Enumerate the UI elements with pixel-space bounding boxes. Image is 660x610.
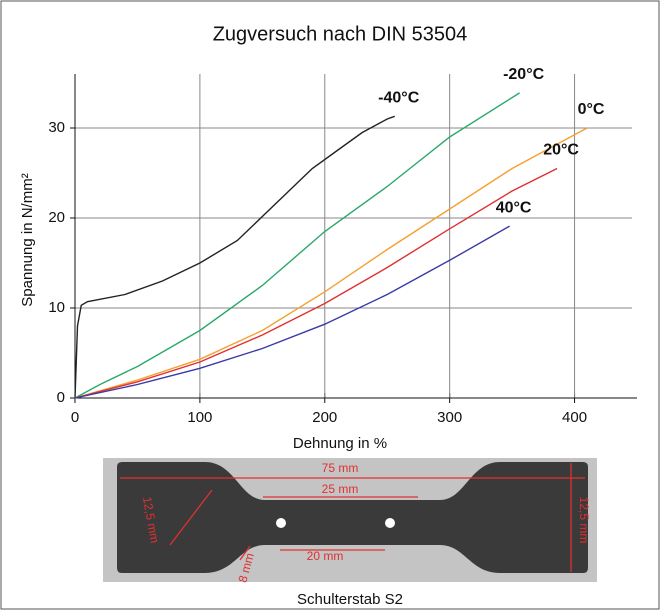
y-tick-label: 10 bbox=[48, 299, 65, 316]
x-tick-label: 400 bbox=[562, 409, 587, 426]
x-tick-label: 0 bbox=[71, 409, 79, 426]
series-label: -40°C bbox=[378, 90, 420, 107]
y-tick-label: 30 bbox=[48, 119, 65, 136]
y-tick-label: 0 bbox=[57, 389, 65, 406]
x-tick-label: 200 bbox=[312, 409, 337, 426]
series-label: 0°C bbox=[578, 101, 605, 118]
chart-title: Zugversuch nach DIN 53504 bbox=[213, 23, 468, 45]
x-axis-label: Dehnung in % bbox=[293, 435, 387, 452]
dimension-label: 25 mm bbox=[322, 482, 359, 496]
chart: Zugversuch nach DIN 53504 Dehnung in % S… bbox=[0, 0, 660, 610]
series-label: 40°C bbox=[496, 199, 532, 216]
y-tick-label: 20 bbox=[48, 209, 65, 226]
x-tick-label: 300 bbox=[437, 409, 462, 426]
hole bbox=[385, 518, 395, 528]
series-label: 20°C bbox=[543, 142, 579, 159]
dimension-label: 75 mm bbox=[322, 461, 359, 475]
x-tick-label: 100 bbox=[187, 409, 212, 426]
dimension-label: 12,5 mm bbox=[577, 497, 591, 544]
hole bbox=[276, 518, 286, 528]
series-label: -20°C bbox=[503, 66, 545, 83]
specimen-caption: Schulterstab S2 bbox=[297, 591, 403, 608]
dimension-label: 20 mm bbox=[307, 549, 344, 563]
y-axis-label: Spannung in N/mm² bbox=[19, 173, 36, 306]
